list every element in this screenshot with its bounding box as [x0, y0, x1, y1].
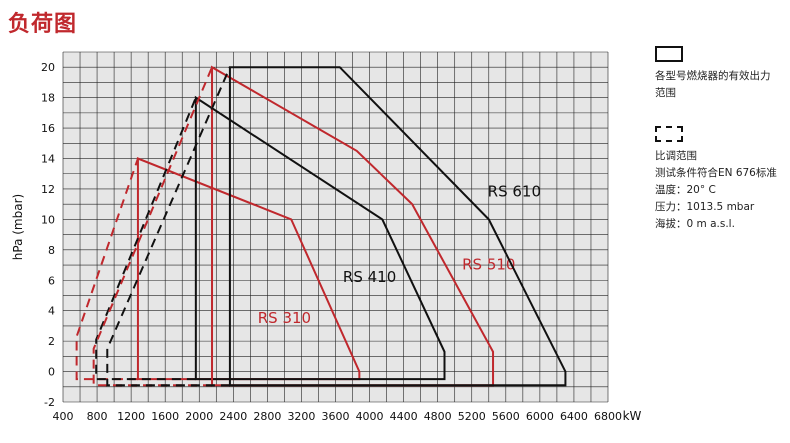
x-axis-label: kW [623, 409, 642, 423]
rs-610-label: RS 610 [488, 183, 541, 201]
rs-510-label: RS 510 [462, 256, 515, 274]
legend-dashed-swatch [655, 126, 683, 142]
x-tick-label: 3600 [322, 410, 350, 423]
y-tick-label: 0 [48, 366, 55, 379]
x-tick-label: 1600 [151, 410, 179, 423]
x-tick-label: 800 [87, 410, 108, 423]
x-tick-label: 3200 [287, 410, 315, 423]
y-tick-label: 4 [48, 305, 55, 318]
x-tick-label: 4400 [390, 410, 418, 423]
y-tick-label: 8 [48, 244, 55, 257]
x-tick-label: 4800 [424, 410, 452, 423]
page-title: 负荷图 [8, 12, 78, 37]
rs-410-label: RS 410 [343, 268, 396, 286]
x-tick-label: 6400 [560, 410, 588, 423]
x-tick-label: 2800 [253, 410, 281, 423]
x-tick-label: 5200 [458, 410, 486, 423]
x-tick-label: 5600 [492, 410, 520, 423]
x-tick-label: 4000 [356, 410, 384, 423]
legend-modulation-range: 比调范围 测试条件符合EN 676标准 温度：20° C 压力：1013.5 m… [655, 126, 777, 233]
y-tick-label: -2 [44, 396, 55, 409]
y-tick-label: 18 [41, 92, 55, 105]
rs-410-modulation-range [95, 97, 197, 381]
y-tick-label: 20 [41, 61, 55, 74]
y-tick-label: 10 [41, 213, 55, 226]
y-tick-label: 12 [41, 183, 55, 196]
y-tick-label: 2 [48, 335, 55, 348]
x-tick-label: 2000 [185, 410, 213, 423]
y-axis-label: hPa (mbar) [11, 194, 25, 260]
legend-condition: 温度：20° C [655, 184, 716, 196]
x-tick-label: 6800 [594, 410, 622, 423]
x-tick-label: 2400 [219, 410, 247, 423]
legend-working-range: 各型号燃烧器的有效出力范围 [655, 46, 775, 102]
y-tick-label: 14 [41, 153, 55, 166]
legend-solid-swatch [655, 46, 683, 62]
legend-condition: 测试条件符合EN 676标准 [655, 167, 777, 179]
legend-condition: 压力：1013.5 mbar [655, 201, 755, 213]
y-tick-label: 6 [48, 274, 55, 287]
x-tick-label: 1200 [117, 410, 145, 423]
rs-510-modulation-range [92, 66, 213, 387]
y-tick-label: 16 [41, 122, 55, 135]
x-tick-label: 6000 [526, 410, 554, 423]
legend-dashed-label: 比调范围 [655, 150, 697, 162]
rs-610-modulation-range [106, 66, 231, 387]
legend-condition: 海拔：0 m a.s.l. [655, 218, 735, 230]
rs-310-label: RS 310 [258, 309, 311, 327]
legend-solid-label: 各型号燃烧器的有效出力范围 [655, 70, 771, 99]
x-tick-label: 400 [53, 410, 74, 423]
